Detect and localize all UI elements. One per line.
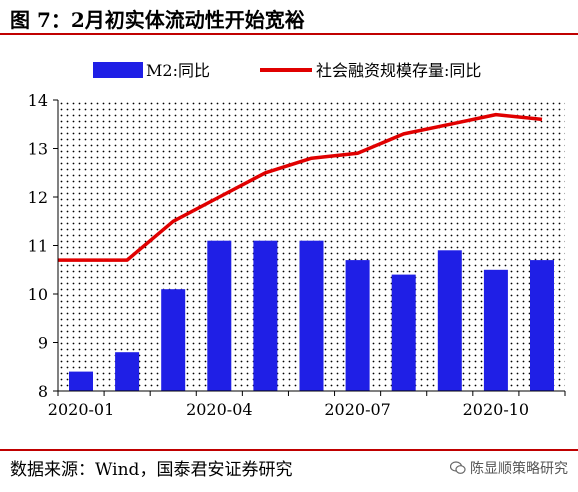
y-tick-label-12: 12 [28,188,48,207]
legend-label-tsf: 社会融资规模存量:同比 [316,61,481,80]
y-tick-label-8: 8 [38,382,48,401]
m2-bar-2020-10 [483,269,508,392]
tsf-line [58,112,543,262]
x-tick-label-2020-07: 2020-07 [324,400,390,419]
legend-swatch-m2 [93,62,143,78]
y-tick-label-13: 13 [28,140,48,159]
y-ticks: 8 9 10 11 12 13 14 [28,91,58,401]
y-tick-label-10: 10 [28,285,48,304]
x-tick-label-2020-01: 2020-01 [48,400,114,419]
wechat-icon [450,461,466,474]
legend: M2:同比 社会融资规模存量:同比 [93,61,481,80]
m2-bar-2020-09 [437,250,462,391]
legend-label-m2: M2:同比 [146,61,210,80]
m2-bar-2020-02 [115,352,140,391]
x-tick-label-2020-10: 2020-10 [463,400,529,419]
watermark-text: 陈显顺策略研究 [470,461,568,477]
m2-bar-2020-03 [161,289,186,391]
y-tick-label-14: 14 [28,91,48,110]
m2-bar-2020-11 [530,260,554,391]
y-tick-label-11: 11 [28,237,48,256]
source-note: 数据来源：Wind，国泰君安证券研究 [10,460,293,480]
y-tick-label-9: 9 [38,334,48,353]
tsf-line-layer [58,112,543,262]
m2-bar-2020-05 [253,240,278,391]
title-rule [0,33,578,35]
x-tick-label-2020-04: 2020-04 [186,400,252,419]
m2-bar-2020-08 [391,274,416,391]
m2-bar-2020-01 [69,371,93,391]
m2-bar-2020-06 [299,240,324,391]
plot-area: 8 9 10 11 12 13 14 2020-01 2020-04 2020-07 2020-1… [28,91,566,419]
m2-bar-2020-04 [207,240,232,391]
m2-bar-2020-07 [345,260,370,391]
x-ticks: 2020-01 2020-04 2020-07 2020-10 [48,391,566,419]
m2-bars [69,240,554,392]
figure-title: 图 7：2月初实体流动性开始宽裕 [10,8,305,32]
footer-rule [0,449,578,451]
watermark: 陈显顺策略研究 [450,458,568,478]
